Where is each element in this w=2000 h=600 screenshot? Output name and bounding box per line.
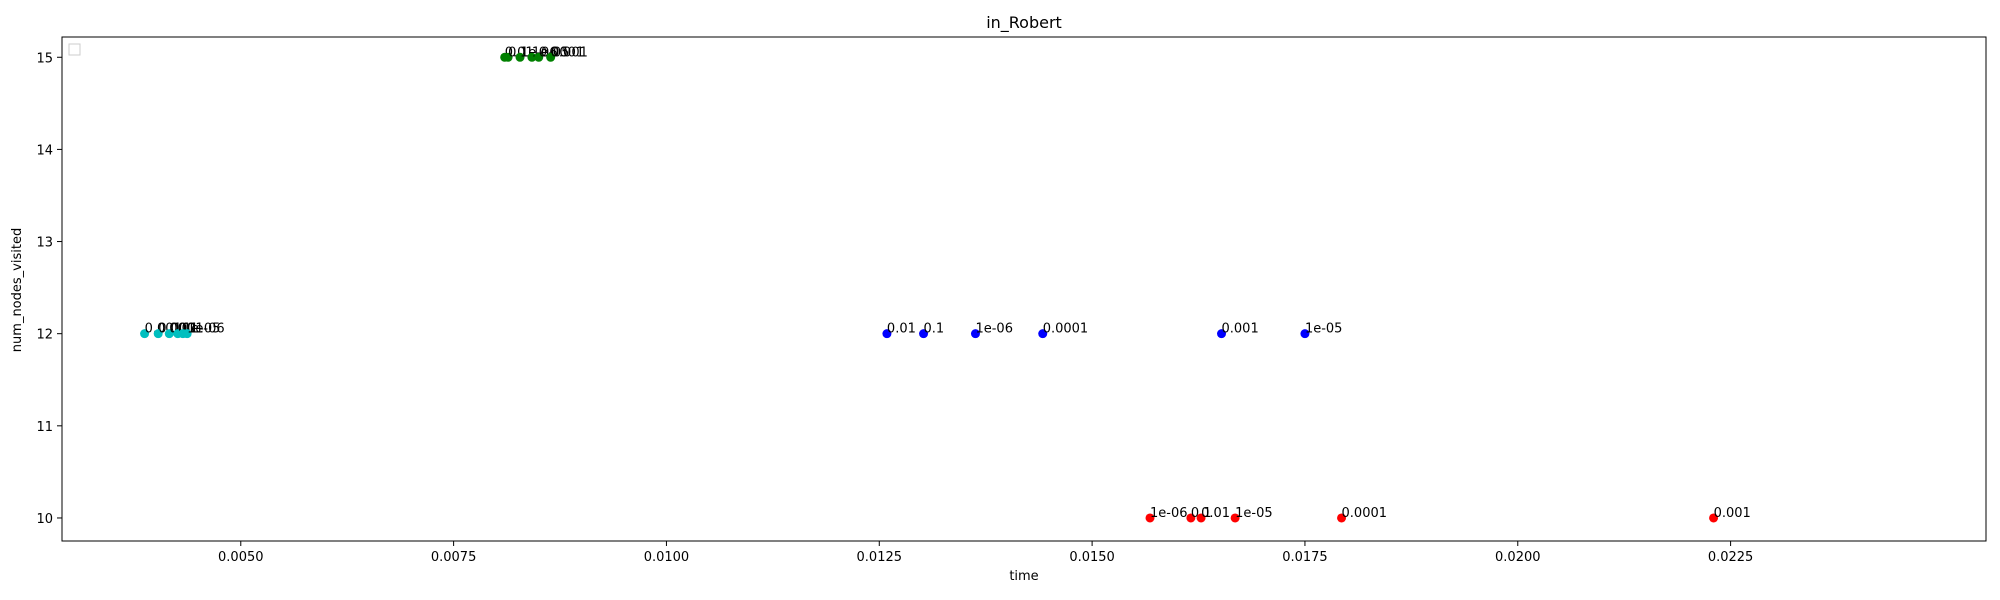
data-point-label: 1e-06 [187,322,225,337]
data-point [970,329,980,339]
x-tick-label: 0.0075 [431,550,477,565]
data-point-label: 0.01 [1201,506,1230,521]
y-axis-label: num_nodes_visited [10,228,25,352]
data-point [882,329,892,339]
data-point-label: 1e-06 [975,322,1013,337]
x-axis-label: time [1009,569,1038,584]
x-axis-ticks: 0.0050 0.0075 0.0100 0.0125 0.0150 0.0175 0.02… [218,541,1753,565]
x-tick-label: 0.0050 [218,550,264,565]
data-point-label: 1e-06 [1150,506,1188,521]
y-tick-label: 12 [36,328,53,343]
data-point-label: 0.0001 [1043,322,1089,337]
y-tick-label: 10 [36,512,53,527]
x-tick-label: 0.0100 [644,550,690,565]
chart-title: in_Robert [986,13,1062,33]
data-point [1038,329,1048,339]
data-point-label: 0.1 [924,322,945,337]
x-tick-label: 0.0200 [1495,550,1541,565]
data-point-label: 0.1 [1191,506,1212,521]
data-point-label: 0.001 [1714,506,1751,521]
x-tick-label: 0.0175 [1282,550,1328,565]
data-point-label: 1e-05 [1235,506,1273,521]
data-point [1337,513,1347,523]
data-point-label: 0.001 [551,45,588,60]
data-point [919,329,929,339]
data-point [1300,329,1310,339]
data-point [1186,513,1196,523]
x-tick-label: 0.0225 [1708,550,1754,565]
y-tick-label: 15 [36,51,53,66]
data-point [503,52,513,62]
y-tick-label: 11 [36,420,53,435]
data-point-label: 0.01 [887,322,916,337]
data-points: 0.0010.00010.010.11e-051e-060.010.11e-06… [140,45,1751,523]
data-point-label: 1e-05 [183,322,221,337]
data-point [1230,513,1240,523]
plot-area-frame [61,36,1987,542]
data-point [546,52,556,62]
data-point-label: 0.001 [1222,322,1259,337]
data-point-label: 0.0001 [1342,506,1388,521]
data-point [515,52,525,62]
data-point [1217,329,1227,339]
x-tick-label: 0.0125 [857,550,903,565]
data-point [1709,513,1719,523]
data-point [1145,513,1155,523]
data-point-label: 1e-05 [1305,322,1343,337]
y-tick-label: 13 [36,236,53,251]
data-point [534,52,544,62]
data-point [164,329,174,339]
legend-box [68,43,81,56]
data-point [153,329,163,339]
y-axis-ticks: 10 11 12 13 14 15 [36,51,62,527]
y-tick-label: 14 [36,143,53,158]
x-tick-label: 0.0150 [1069,550,1115,565]
data-point [1196,513,1206,523]
data-point [182,329,192,339]
data-point [140,329,150,339]
data-point [527,52,537,62]
